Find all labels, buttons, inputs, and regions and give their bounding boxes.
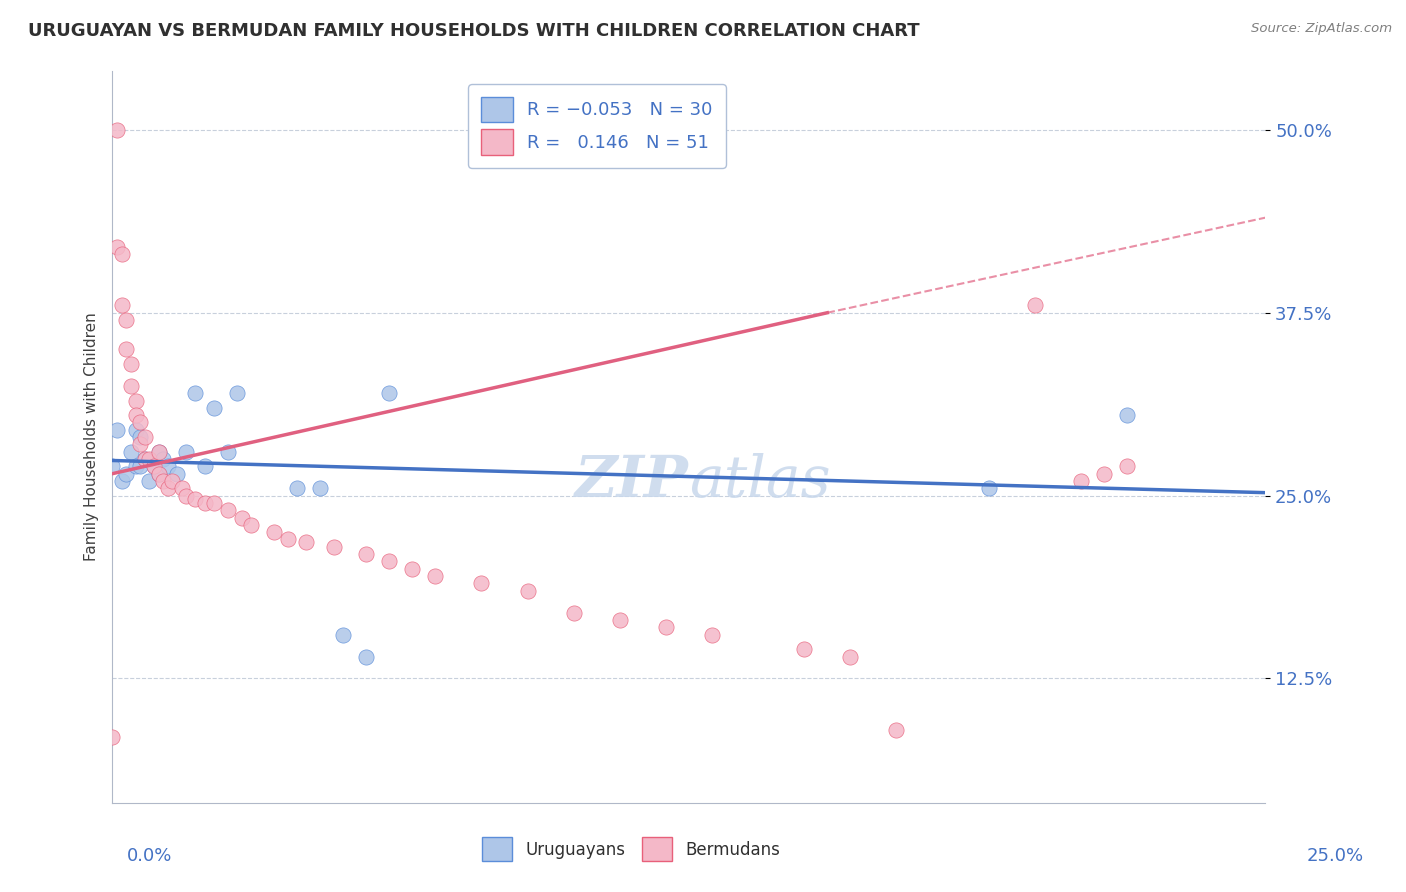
Point	[124, 408, 146, 422]
Point	[148, 444, 170, 458]
Point	[124, 423, 146, 437]
Point	[166, 467, 188, 481]
Point	[378, 386, 401, 401]
Point	[700, 627, 723, 641]
Point	[217, 444, 239, 458]
Point	[277, 533, 299, 547]
Point	[886, 723, 908, 737]
Point	[655, 620, 678, 634]
Point	[839, 649, 862, 664]
Point	[322, 540, 344, 554]
Point	[1116, 459, 1139, 474]
Point	[332, 627, 354, 641]
Point	[184, 386, 207, 401]
Point	[134, 452, 156, 467]
Point	[378, 554, 401, 568]
Point	[217, 503, 239, 517]
Point	[111, 298, 134, 312]
Point	[138, 452, 160, 467]
Point	[425, 569, 447, 583]
Y-axis label: Family Households with Children: Family Households with Children	[83, 313, 98, 561]
Text: ZIP: ZIP	[575, 453, 689, 509]
Point	[134, 452, 156, 467]
Point	[285, 481, 308, 495]
Point	[148, 444, 170, 458]
Point	[295, 535, 318, 549]
Point	[609, 613, 631, 627]
Legend: Uruguayans, Bermudans: Uruguayans, Bermudans	[475, 830, 787, 868]
Point	[793, 642, 815, 657]
Point	[1116, 408, 1139, 422]
Point	[156, 459, 179, 474]
Point	[143, 459, 166, 474]
Point	[111, 247, 134, 261]
Point	[152, 474, 174, 488]
Point	[516, 583, 538, 598]
Point	[194, 459, 217, 474]
Point	[1070, 474, 1092, 488]
Point	[562, 606, 585, 620]
Point	[354, 649, 377, 664]
Point	[115, 343, 138, 357]
Point	[148, 467, 170, 481]
Text: atlas: atlas	[689, 453, 831, 509]
Point	[309, 481, 332, 495]
Point	[143, 459, 166, 474]
Point	[124, 459, 146, 474]
Point	[124, 393, 146, 408]
Point	[129, 459, 152, 474]
Point	[115, 467, 138, 481]
Point	[231, 510, 253, 524]
Point	[162, 474, 184, 488]
Point	[174, 489, 197, 503]
Point	[105, 123, 128, 137]
Text: URUGUAYAN VS BERMUDAN FAMILY HOUSEHOLDS WITH CHILDREN CORRELATION CHART: URUGUAYAN VS BERMUDAN FAMILY HOUSEHOLDS …	[28, 22, 920, 40]
Point	[401, 562, 423, 576]
Point	[194, 496, 217, 510]
Text: 0.0%: 0.0%	[127, 847, 172, 864]
Point	[1092, 467, 1115, 481]
Point	[129, 437, 152, 451]
Point	[111, 474, 134, 488]
Point	[184, 491, 207, 506]
Point	[120, 444, 142, 458]
Point	[101, 459, 124, 474]
Point	[152, 452, 174, 467]
Point	[977, 481, 1000, 495]
Point	[105, 423, 128, 437]
Point	[226, 386, 249, 401]
Point	[156, 481, 179, 495]
Point	[174, 444, 197, 458]
Point	[354, 547, 377, 561]
Point	[202, 496, 225, 510]
Point	[120, 379, 142, 393]
Text: Source: ZipAtlas.com: Source: ZipAtlas.com	[1251, 22, 1392, 36]
Point	[101, 730, 124, 744]
Point	[470, 576, 492, 591]
Point	[263, 525, 285, 540]
Point	[129, 416, 152, 430]
Point	[1024, 298, 1046, 312]
Point	[170, 481, 193, 495]
Point	[120, 357, 142, 371]
Point	[134, 430, 156, 444]
Point	[202, 401, 225, 415]
Point	[239, 517, 262, 532]
Point	[129, 430, 152, 444]
Text: 25.0%: 25.0%	[1306, 847, 1364, 864]
Point	[115, 313, 138, 327]
Point	[148, 467, 170, 481]
Point	[138, 474, 160, 488]
Point	[105, 240, 128, 254]
